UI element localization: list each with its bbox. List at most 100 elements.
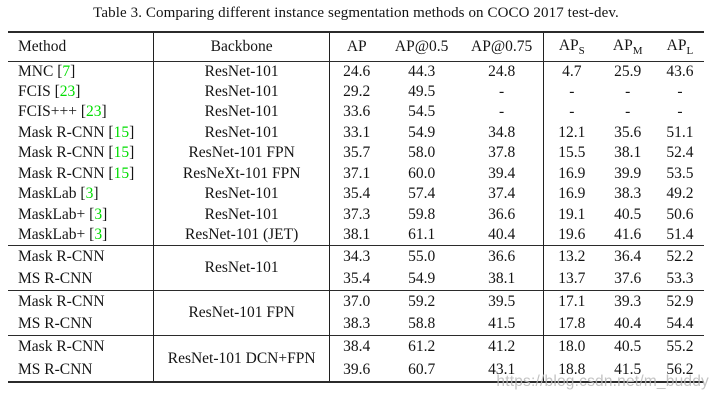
backbone-cell: ResNet-101 — [153, 184, 331, 205]
value-cell: 41.5 — [614, 360, 642, 378]
method-cell: Mask R-CNN [15] — [8, 143, 154, 164]
value-cell: 18.8 — [558, 360, 586, 378]
value-cell: 59.2 — [383, 290, 461, 314]
value-cell: 19.1 — [558, 205, 586, 223]
value-cell: 24.6 — [343, 62, 371, 80]
value-cell: 56.2 — [666, 360, 694, 378]
method-cell: Mask R-CNN — [8, 290, 154, 314]
value-cell: 35.4 — [343, 270, 371, 288]
method-cell: MS R-CNN — [8, 313, 154, 336]
value-cell: 25.9 — [614, 62, 642, 80]
citation-number: 15 — [113, 123, 130, 141]
col-header-ap-small: APS — [543, 33, 600, 62]
value-cell: 37.0 — [329, 290, 384, 314]
value-cell: 53.3 — [666, 270, 694, 288]
value-cell: 15.5 — [558, 144, 586, 162]
header-row: Method Backbone AP AP@0.5 AP@0.75 APS AP… — [8, 33, 704, 62]
value-cell: 29.2 — [343, 82, 371, 100]
value-cell: 19.6 — [558, 226, 586, 243]
value-cell: 35.7 — [343, 144, 371, 162]
value-cell: 13.7 — [558, 270, 586, 288]
value-cell: 44.3 — [408, 62, 436, 80]
value-cell: 54.4 — [666, 315, 694, 333]
value-cell: 43.1 — [460, 358, 545, 382]
value-cell: 18.0 — [543, 335, 600, 359]
backbone-cell: ResNet-101 FPN — [153, 290, 331, 336]
value-cell: 41.5 — [460, 313, 545, 336]
citation-number: 15 — [113, 144, 130, 162]
col-header-ap-large: APL — [655, 33, 704, 62]
method-cell: MS R-CNN — [8, 268, 154, 291]
citation-number: 7 — [62, 62, 71, 80]
backbone-cell: ResNet-101 — [153, 244, 331, 291]
table-body: MNC [7] ResNet-101 24.6 44.3 24.8 4.7 25.9 43.6… — [8, 61, 704, 382]
method-cell: Mask R-CNN — [8, 335, 154, 359]
col-header-method: Method — [8, 33, 154, 62]
col-header-ap75: AP@0.75 — [460, 33, 545, 62]
value-cell: - — [625, 103, 631, 121]
table-row: MS R-CNN 38.3 58.8 41.5 17.8 40.4 54.4 — [8, 313, 704, 336]
value-cell: 50.6 — [666, 205, 694, 223]
value-cell: 39.4 — [460, 163, 545, 184]
value-cell: 38.1 — [460, 268, 545, 291]
value-cell: 60.0 — [408, 164, 436, 182]
value-cell: 59.8 — [408, 205, 436, 223]
method-cell: MNC [7] — [8, 61, 154, 82]
table-row: FCIS+++ [23] ResNet-101 33.6 54.5 - - - - — [8, 102, 704, 123]
value-cell: 34.3 — [329, 245, 384, 269]
value-cell: 43.6 — [666, 62, 694, 80]
value-cell: 39.6 — [343, 360, 371, 378]
method-cell: FCIS [23] — [8, 81, 154, 102]
table-row: MaskLab+ [3] ResNet-101 37.3 59.8 36.6 19.1 40… — [8, 204, 704, 225]
value-cell: 51.4 — [666, 226, 694, 243]
value-cell: - — [460, 81, 545, 102]
table-caption: Table 3. Comparing different instance se… — [93, 5, 619, 21]
backbone-cell: ResNet-101 DCN+FPN — [153, 335, 331, 382]
results-table: Method Backbone AP AP@0.5 AP@0.75 APS AP… — [8, 31, 704, 384]
method-cell: Mask R-CNN [15] — [8, 163, 154, 184]
value-cell: 57.4 — [408, 185, 436, 203]
value-cell: 58.8 — [408, 315, 436, 333]
value-cell: 37.4 — [460, 184, 545, 205]
value-cell: - — [460, 102, 545, 123]
value-cell: 61.1 — [408, 226, 436, 243]
value-cell: 37.6 — [614, 270, 642, 288]
citation-number: 23 — [59, 82, 76, 100]
value-cell: 54.9 — [408, 123, 436, 141]
value-cell: 55.0 — [383, 245, 461, 269]
citation-number: 3 — [94, 226, 103, 243]
value-cell: 54.5 — [408, 103, 436, 121]
value-cell: 39.9 — [614, 164, 642, 182]
value-cell: 24.8 — [460, 61, 545, 82]
value-cell: 49.2 — [666, 185, 694, 203]
backbone-cell: ResNet-101 — [153, 81, 331, 102]
col-header-ap50: AP@0.5 — [383, 33, 461, 62]
value-cell: 39.5 — [460, 290, 545, 314]
value-cell: 35.4 — [343, 185, 371, 203]
table-row: Mask R-CNN ResNet-101 FPN 37.0 59.2 39.5 17.1… — [8, 290, 704, 336]
value-cell: 38.1 — [614, 144, 642, 162]
value-cell: 12.1 — [558, 123, 586, 141]
value-cell: 52.9 — [655, 290, 704, 314]
col-header-ap-medium: APM — [599, 33, 656, 62]
value-cell: 41.2 — [460, 335, 545, 359]
backbone-cell: ResNet-101 — [153, 102, 331, 123]
value-cell: - — [625, 82, 631, 100]
value-cell: 58.0 — [408, 144, 436, 162]
value-cell: 51.1 — [666, 123, 694, 141]
value-cell: 33.6 — [343, 103, 371, 121]
method-cell: FCIS+++ [23] — [8, 102, 154, 123]
method-cell: Mask R-CNN — [8, 245, 154, 269]
value-cell: 36.6 — [460, 245, 545, 269]
value-cell: 4.7 — [562, 62, 582, 80]
table-row: Mask R-CNN [15] ResNet-101 FPN 35.7 58.0 37.… — [8, 143, 704, 164]
backbone-cell: ResNet-101 — [153, 122, 331, 143]
value-cell: 54.9 — [408, 270, 436, 288]
value-cell: 13.2 — [543, 245, 600, 269]
table-row: Mask R-CNN ResNet-101 34.3 55.0 36.6 13.2 36.4… — [8, 244, 704, 291]
value-cell: 52.4 — [666, 144, 694, 162]
value-cell: 34.8 — [460, 122, 545, 143]
value-cell: 40.4 — [614, 315, 642, 333]
value-cell: 38.3 — [343, 315, 371, 333]
method-cell: MaskLab+ [3] — [8, 225, 154, 246]
